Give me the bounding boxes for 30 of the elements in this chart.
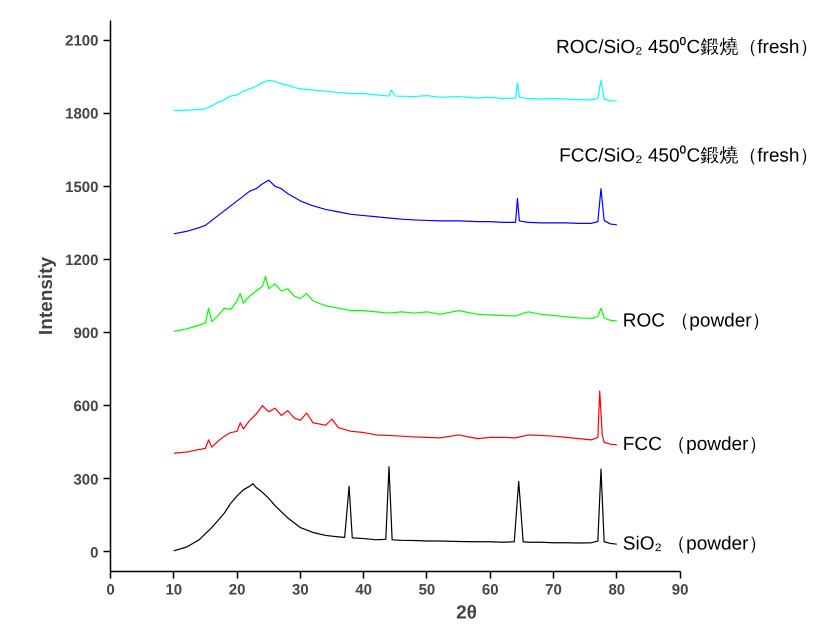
x-tick-label: 80 xyxy=(608,582,626,598)
line-series xyxy=(173,390,618,454)
y-tick-label: 900 xyxy=(73,325,99,342)
x-tick-label: 90 xyxy=(672,582,688,598)
series-label: ROC （powder） xyxy=(622,310,771,332)
x-tick-label: 30 xyxy=(292,582,309,598)
x-tick-label: 0 xyxy=(106,582,115,598)
text: FCC/SiO₂ 450⁰C鍛燒（fresh） xyxy=(559,144,819,167)
x-axis-title: 2θ xyxy=(456,602,477,624)
y-tick-label: 1500 xyxy=(65,178,99,196)
x-tick-label: 70 xyxy=(545,582,562,598)
line-series xyxy=(173,80,618,112)
y-tick-label: 1800 xyxy=(65,106,99,123)
y-tick-label: 0 xyxy=(90,544,98,562)
y-tick-label: 600 xyxy=(73,398,99,416)
line-series xyxy=(173,466,618,552)
x-tick-label: 50 xyxy=(418,582,436,598)
line-series xyxy=(173,276,618,332)
series-label: FCC （powder） xyxy=(622,434,768,456)
x-tick-label: 60 xyxy=(482,582,499,598)
text: ROC/SiO₂ 450⁰C鍛燒（fresh） xyxy=(556,36,819,58)
series-label: SiO₂ （powder） xyxy=(622,534,768,555)
x-tick-label: 20 xyxy=(228,582,246,598)
line-series xyxy=(173,180,618,234)
x-tick-label: 40 xyxy=(355,582,372,598)
y-tick-label: 1200 xyxy=(65,252,99,269)
y-axis-title: Intensity xyxy=(36,256,58,336)
y-tick-label: 2100 xyxy=(65,32,99,50)
x-tick-label: 10 xyxy=(165,582,182,598)
y-tick-label: 300 xyxy=(73,471,99,488)
